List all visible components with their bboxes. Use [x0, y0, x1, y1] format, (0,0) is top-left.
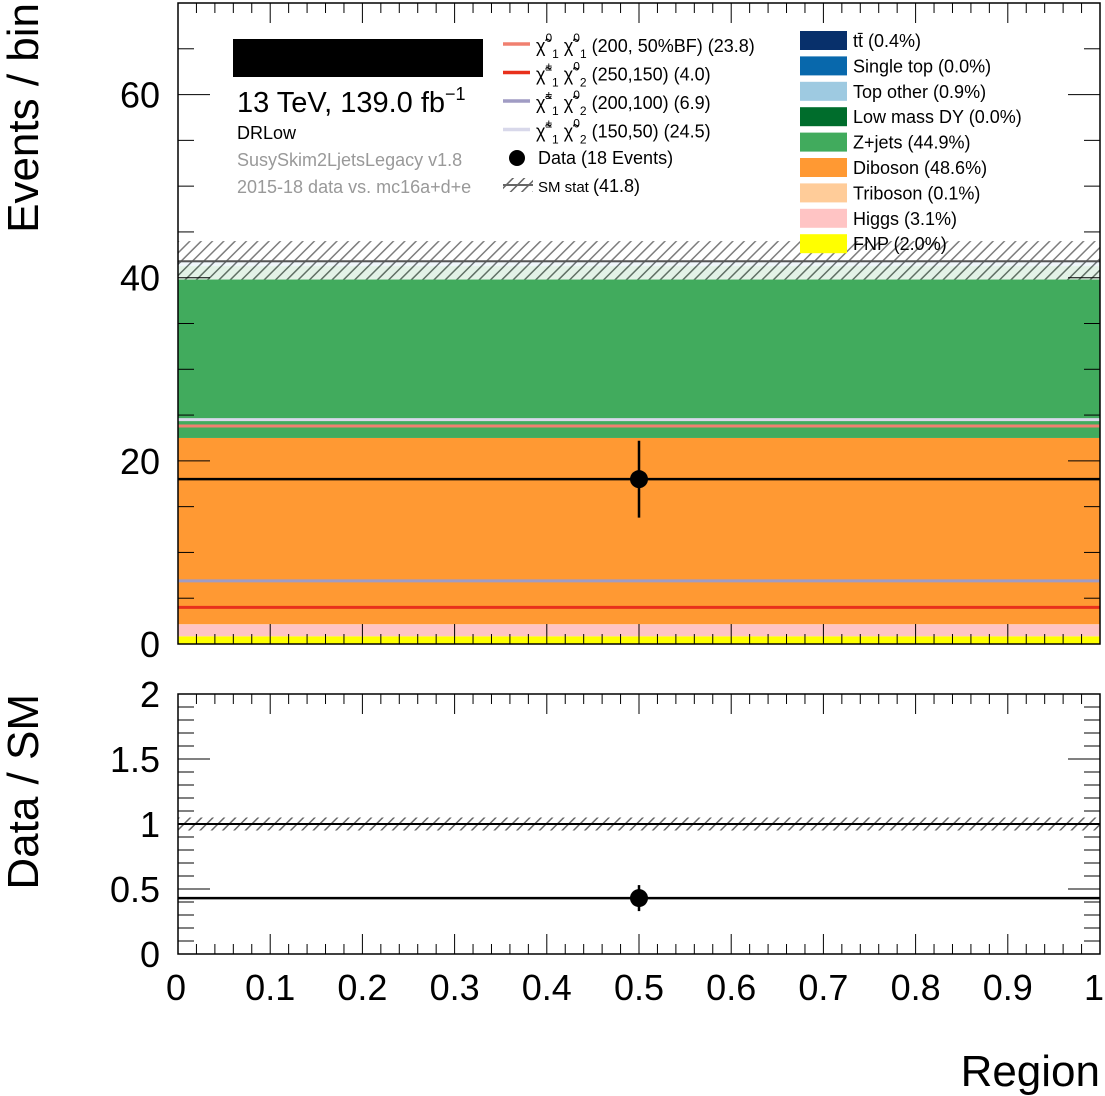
- legend-signal-label-1: χ̃±1 χ̃02 (250,150) (4.0): [536, 60, 711, 91]
- data-point: [630, 470, 648, 489]
- legend-bg-label-6: Triboson (0.1%): [853, 183, 980, 203]
- experiment-label-box: [233, 39, 483, 77]
- legend-signal-label-2: χ̃±1 χ̃02 (200,100) (6.9): [536, 88, 711, 119]
- region-label: DRLow: [237, 123, 297, 143]
- ratio-y-axis-label: Data / SM: [0, 694, 48, 890]
- ratio-plot-frame: [177, 693, 1101, 955]
- ratio-x-tick-label: 0: [166, 967, 186, 1008]
- ratio-x-tick-label: 1: [1084, 967, 1104, 1008]
- signal-layer: [178, 418, 1100, 609]
- legend-sm-stat-entry: SM stat (41.8): [503, 176, 640, 196]
- legend-bg-swatch-5: [800, 158, 847, 177]
- legend-bg-label-8: FNP (2.0%): [853, 234, 947, 254]
- legend-bg-swatch-0: [800, 31, 847, 50]
- energy-lumi-label: 13 TeV, 139.0 fb−1: [237, 84, 466, 119]
- legend-bg-swatch-4: [800, 132, 847, 152]
- stack-bar-4: [178, 266, 1100, 438]
- legend-bg-swatch-6: [800, 183, 847, 203]
- legend-signal-label-0: χ̃01 χ̃01 (200, 50%BF) (23.8): [536, 31, 755, 62]
- ratio-x-tick-labels: 0 0.1 0.2 0.3 0.4 0.5 0.6 0.7 0.8 0.9 1: [166, 967, 1104, 1008]
- legend-bg-swatch-8: [800, 234, 847, 254]
- ratio-x-tick-label: 0.7: [798, 967, 848, 1008]
- legend-bg-swatch-7: [800, 208, 847, 228]
- x-axis-label: Region: [961, 1047, 1100, 1096]
- ratio-y-tick-labels: 0 0.5 1 1.5 2: [110, 674, 160, 975]
- ratio-y-tick-label: 2: [140, 674, 160, 715]
- legend-bg-label-4: Z+jets (44.9%): [853, 133, 971, 153]
- legend-bg-label-7: Higgs (3.1%): [853, 209, 957, 229]
- legend-data-marker: [509, 150, 525, 166]
- ntuple-label: SusySkim2LjetsLegacy v1.8: [237, 150, 462, 170]
- legend-signal-label-3: χ̃±1 χ̃02 (150,50) (24.5): [536, 117, 711, 148]
- legend-bg-label-3: Low mass DY (0.0%): [853, 107, 1022, 127]
- ratio-stat-band: [178, 817, 1100, 831]
- ratio-x-tick-label: 0.5: [614, 967, 664, 1008]
- main-plot-frame: [177, 2, 1101, 645]
- main-panel: 0 20 40 60 Events / bin 13 TeV, 139.0 fb−1 …: [0, 2, 1101, 665]
- legend-data-label: Data (18 Events): [538, 148, 673, 168]
- main-y-tick-label: 0: [140, 624, 160, 665]
- legend-bg-swatch-1: [800, 56, 847, 76]
- ratio-y-tick-label: 0.5: [110, 869, 160, 910]
- main-data-layer: [178, 440, 1100, 518]
- legend-bg-label-5: Diboson (48.6%): [853, 158, 987, 178]
- ratio-y-tick-label: 0: [140, 934, 160, 975]
- main-y-tick-labels: 0 20 40 60: [120, 75, 160, 665]
- lumi-exponent: −1: [445, 84, 466, 104]
- ratio-x-tick-label: 0.8: [891, 967, 941, 1008]
- ratio-x-tick-label: 0.3: [430, 967, 480, 1008]
- ratio-x-tick-label: 0.1: [245, 967, 295, 1008]
- ratio-data-layer: [178, 885, 1100, 912]
- ratio-point: [630, 889, 648, 908]
- main-y-tick-label: 40: [120, 258, 160, 299]
- legend-bg-swatch-2: [800, 81, 847, 101]
- main-y-tick-label: 20: [120, 441, 160, 482]
- ratio-panel: 00.511.52 0 0.1 0.2 0.3 0.4 0.5 0.6 0.7 0.8 0.9 1 …: [0, 674, 1104, 1096]
- ratio-x-tick-label: 0.2: [337, 967, 387, 1008]
- legend-backgrounds: tt̄ (0.4%) Single top (0.0%) Top other (0.…: [800, 31, 1022, 254]
- legend-bg-swatch-3: [800, 107, 847, 127]
- legend-bg-label-1: Single top (0.0%): [853, 56, 991, 76]
- ratio-y-tick-label: 1: [140, 804, 160, 845]
- legend-data-entry: Data (18 Events): [509, 148, 673, 168]
- annotation-block: 13 TeV, 139.0 fb−1 DRLow SusySkim2LjetsL…: [233, 39, 483, 197]
- main-y-axis-label: Events / bin: [0, 3, 48, 233]
- ratio-x-tick-label: 0.6: [706, 967, 756, 1008]
- legend-sm-stat-label: SM stat (41.8): [538, 176, 640, 196]
- ratio-x-tick-label: 0.4: [522, 967, 572, 1008]
- legend-bg-label-2: Top other (0.9%): [853, 82, 986, 102]
- samples-label: 2015-18 data vs. mc16a+d+e: [237, 177, 471, 197]
- legend-signals: χ̃01 χ̃01 (200, 50%BF) (23.8)χ̃±1 χ̃02 (…: [503, 31, 755, 148]
- ratio-y-tick-label: 1.5: [110, 739, 160, 780]
- legend-bg-label-0: tt̄ (0.4%): [853, 31, 921, 51]
- ratio-x-tick-label: 0.9: [983, 967, 1033, 1008]
- main-y-tick-label: 60: [120, 75, 160, 116]
